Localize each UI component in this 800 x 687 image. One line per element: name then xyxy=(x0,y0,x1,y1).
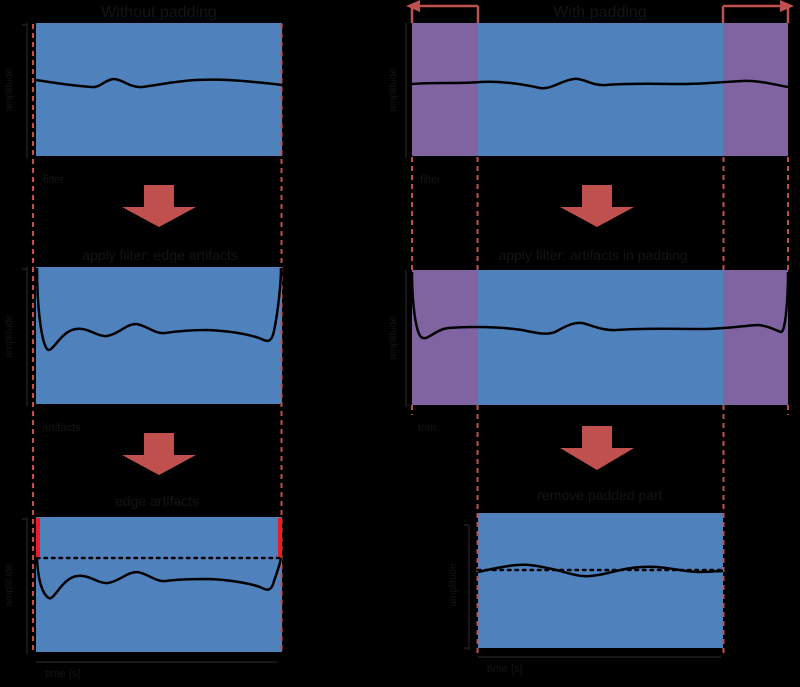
signal-rect-filtered-right xyxy=(478,270,723,405)
padding-rect-left xyxy=(412,23,478,156)
right-step2-label: trim xyxy=(418,422,436,434)
amplitude-axis-label: amplitude xyxy=(388,68,399,112)
filtered-signal-curve xyxy=(35,267,283,352)
raw-signal-curve xyxy=(35,77,283,89)
signal-rect-filtered-left xyxy=(36,267,282,404)
right-step1-label: filter xyxy=(420,174,441,186)
padding-rect-right xyxy=(723,270,788,405)
right-hidden-axes xyxy=(405,23,721,658)
left-final-caption: edge artifacts xyxy=(115,493,199,509)
filtered-signal-curve xyxy=(410,271,790,340)
hidden-labels: Without padding With padding apply filte… xyxy=(4,4,688,680)
amplitude-axis-label: amplitude xyxy=(4,314,15,358)
pad-width-arrow-left-icon xyxy=(406,0,420,12)
down-arrow-icon xyxy=(122,185,196,227)
time-axis-label: time [s] xyxy=(45,668,80,680)
amplitude-axis-label: amplitude xyxy=(448,563,459,607)
left-hidden-axes xyxy=(22,23,277,663)
down-arrow-icon xyxy=(560,185,634,227)
result-signal-curve xyxy=(477,563,724,578)
right-final-caption: remove padded part xyxy=(537,487,662,503)
left-step1-label: filter xyxy=(43,174,64,186)
right-extent-dashed-lines xyxy=(411,157,789,656)
amplitude-axis-label: amplitude xyxy=(4,563,15,607)
signal-rect-result-right xyxy=(478,513,723,648)
pad-width-arrow-right-icon xyxy=(780,0,794,12)
left-column-title: Without padding xyxy=(101,4,217,21)
left-filtered-caption: apply filter: edge artifacts xyxy=(82,247,238,263)
amplitude-axis-label: amplitude xyxy=(4,68,15,112)
signal-rect-result-left xyxy=(36,517,282,652)
raw-signal-curve xyxy=(411,77,789,90)
padding-rect-right xyxy=(723,23,788,156)
signal-rect-raw-right xyxy=(478,23,723,156)
signal-rect-raw-left xyxy=(36,23,282,156)
left-step2-label: artifacts xyxy=(42,422,81,434)
down-arrow-icon xyxy=(560,426,634,470)
right-filtered-caption: apply filter: artifacts in padding xyxy=(498,247,687,263)
amplitude-axis-label: amplitude xyxy=(388,316,399,360)
pad-width-brackets xyxy=(410,4,790,23)
right-column-title: With padding xyxy=(553,4,646,21)
down-arrow-icon xyxy=(122,433,196,475)
time-axis-label: time [s] xyxy=(487,663,522,675)
result-signal-curve xyxy=(35,557,283,600)
